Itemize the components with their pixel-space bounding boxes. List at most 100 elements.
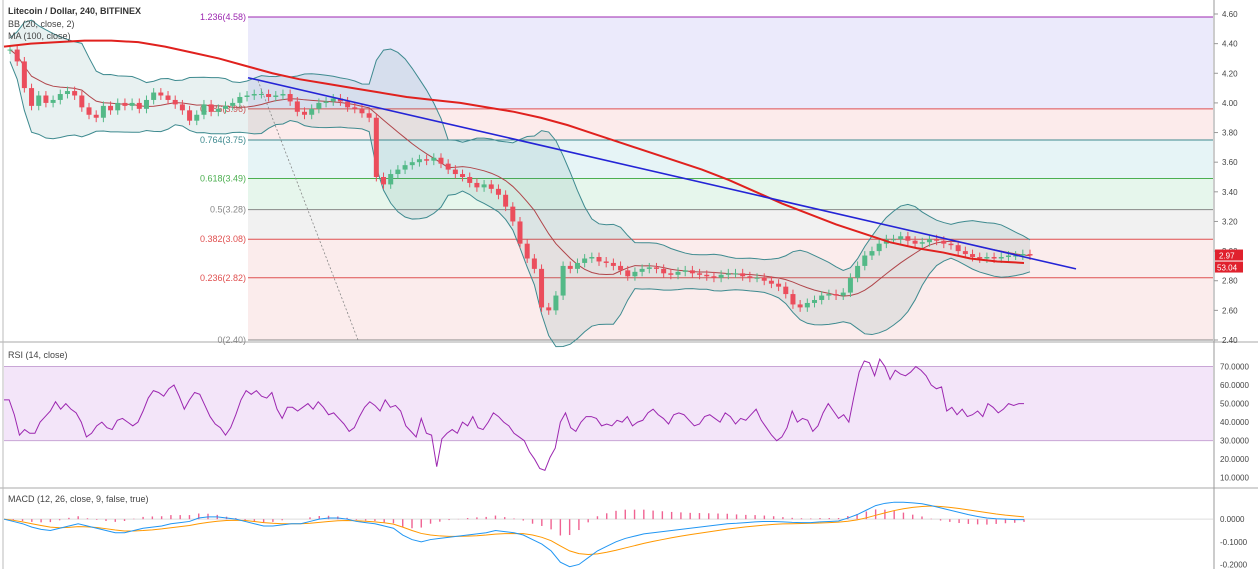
candle-body [546, 307, 552, 311]
candle-body [891, 239, 897, 241]
last-price-tag [1215, 249, 1243, 261]
candle-body [618, 265, 624, 271]
candle-body [761, 277, 767, 281]
candle-body [948, 243, 954, 246]
candle-body [7, 49, 13, 51]
rsi-tick-label: 60.0000 [1220, 381, 1249, 390]
symbol-title: Litecoin / Dollar, 240, BITFINEX [8, 6, 141, 16]
fib-zone [248, 239, 1213, 278]
candle-body [804, 302, 810, 308]
fib-level-label: 0.786(3.96) [200, 104, 246, 114]
price-tick-label: 3.20 [1222, 217, 1238, 226]
candle-body [625, 270, 631, 277]
candle-body [495, 188, 501, 195]
candle-body [345, 101, 351, 108]
candle-body [955, 245, 961, 252]
candle-body [747, 276, 753, 278]
candle-body [108, 105, 114, 111]
signal-line [3, 505, 1025, 556]
candle-body [812, 299, 818, 303]
candle-body [754, 277, 760, 279]
candle-body [919, 242, 925, 244]
candle-body [740, 273, 746, 277]
macd-tick-label: 0.0000 [1220, 515, 1245, 524]
candle-body [711, 276, 717, 278]
candle-body [187, 110, 193, 121]
candle-body [653, 267, 659, 269]
candle-body [316, 102, 322, 109]
fib-zone [248, 139, 1213, 179]
candle-body [553, 295, 559, 311]
candle-body [136, 102, 142, 109]
rsi-tick-label: 30.0000 [1220, 437, 1249, 446]
bb-upper [9, 19, 1031, 271]
candle-body [294, 101, 300, 112]
ma-value-tag-label: 53.04 [1217, 264, 1238, 273]
bb-indicator-label[interactable]: BB (20, close, 2) [8, 19, 75, 29]
candle-body [926, 239, 932, 243]
candle-body [21, 61, 27, 89]
price-tick-label: 2.60 [1222, 306, 1238, 315]
candle-body [697, 273, 703, 275]
candle-body [215, 108, 221, 112]
candle-body [610, 262, 616, 266]
candle-body [797, 304, 803, 308]
candle-body [115, 102, 121, 111]
candle-body [776, 283, 782, 287]
macd-indicator-label[interactable]: MACD (12, 26, close, 9, false, true) [8, 494, 149, 504]
candle-body [438, 157, 444, 164]
price-tick-label: 2.80 [1222, 277, 1238, 286]
ma-indicator-label[interactable]: MA (100, close) [8, 31, 71, 41]
candle-body [876, 243, 882, 252]
candle-body [14, 49, 20, 62]
candle-body [905, 236, 911, 241]
candle-body [869, 251, 875, 256]
candle-body [847, 277, 853, 293]
candle-body [632, 271, 638, 277]
candle-body [359, 108, 365, 114]
last-price-tag-label: 2.97 [1219, 252, 1235, 261]
candle-body [574, 262, 580, 269]
candle-body [93, 114, 99, 118]
price-tick-label: 3.60 [1222, 158, 1238, 167]
rsi-tick-label: 10.0000 [1220, 474, 1249, 483]
candle-body [1013, 255, 1019, 257]
fib-level-label: 1.236(4.58) [200, 12, 246, 22]
candle-body [517, 221, 523, 244]
candle-body [725, 273, 731, 275]
price-tick-label: 4.40 [1222, 40, 1238, 49]
candle-body [388, 174, 394, 185]
candle-body [840, 292, 846, 296]
rsi-indicator-label[interactable]: RSI (14, close) [8, 350, 68, 360]
candle-body [826, 294, 832, 296]
candle-body [970, 254, 976, 258]
candle-body [531, 258, 537, 269]
candle-body [732, 273, 738, 275]
candle-body [287, 94, 293, 102]
candle-body [819, 295, 825, 300]
candle-body [768, 280, 774, 284]
candle-body [309, 108, 315, 115]
candle-body [172, 99, 178, 105]
candle-body [596, 257, 602, 262]
candle-body [151, 92, 157, 100]
candle-body [129, 102, 135, 106]
candle-body [179, 104, 185, 111]
rsi-tick-label: 50.0000 [1220, 400, 1249, 409]
candle-body [57, 94, 63, 100]
candle-body [539, 268, 545, 308]
candle-body [64, 91, 70, 95]
candle-body [402, 165, 408, 170]
candle-body [661, 268, 667, 274]
candle-body [143, 99, 149, 109]
candle-body [302, 111, 308, 115]
candle-body [431, 157, 437, 161]
candle-body [122, 102, 128, 106]
candle-body [452, 169, 458, 175]
candle-body [646, 267, 652, 269]
candle-body [481, 184, 487, 188]
rsi-line [4, 357, 1024, 471]
candle-body [639, 268, 645, 272]
